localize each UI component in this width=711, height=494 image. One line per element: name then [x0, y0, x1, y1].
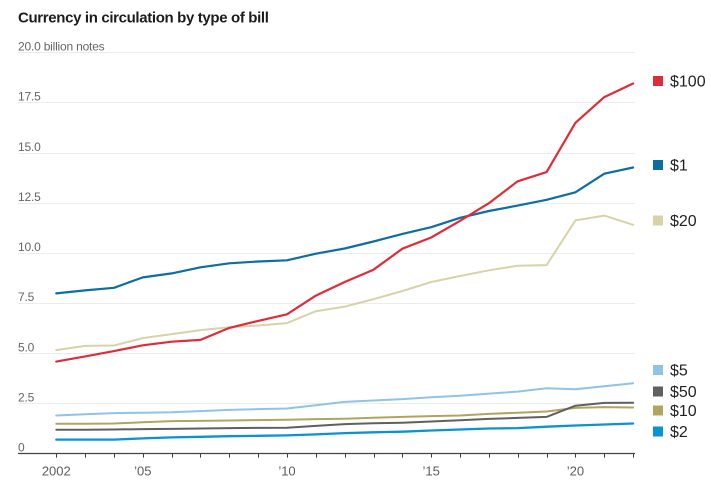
svg-text:Currency in circulation by typ: Currency in circulation by type of bill [18, 10, 269, 27]
svg-text:’15: ’15 [423, 463, 440, 478]
svg-text:17.5: 17.5 [18, 90, 41, 104]
svg-text:’10: ’10 [278, 463, 295, 478]
svg-text:15.0: 15.0 [18, 140, 41, 154]
svg-text:’20: ’20 [567, 463, 584, 478]
svg-text:$50: $50 [670, 384, 697, 401]
svg-text:$1: $1 [670, 158, 688, 175]
svg-text:0: 0 [18, 441, 25, 455]
svg-text:10.0: 10.0 [18, 240, 41, 254]
svg-text:$100: $100 [670, 74, 706, 91]
svg-text:’05: ’05 [134, 463, 151, 478]
svg-text:$20: $20 [670, 213, 697, 230]
svg-text:12.5: 12.5 [18, 190, 41, 204]
svg-text:20.0 billion notes: 20.0 billion notes [18, 39, 105, 53]
svg-text:2002: 2002 [42, 463, 71, 478]
svg-text:$5: $5 [670, 363, 688, 380]
svg-text:2.5: 2.5 [18, 391, 35, 405]
svg-text:$2: $2 [670, 424, 688, 441]
svg-text:5.0: 5.0 [18, 340, 35, 354]
svg-text:7.5: 7.5 [18, 290, 35, 304]
svg-text:$10: $10 [670, 403, 697, 420]
